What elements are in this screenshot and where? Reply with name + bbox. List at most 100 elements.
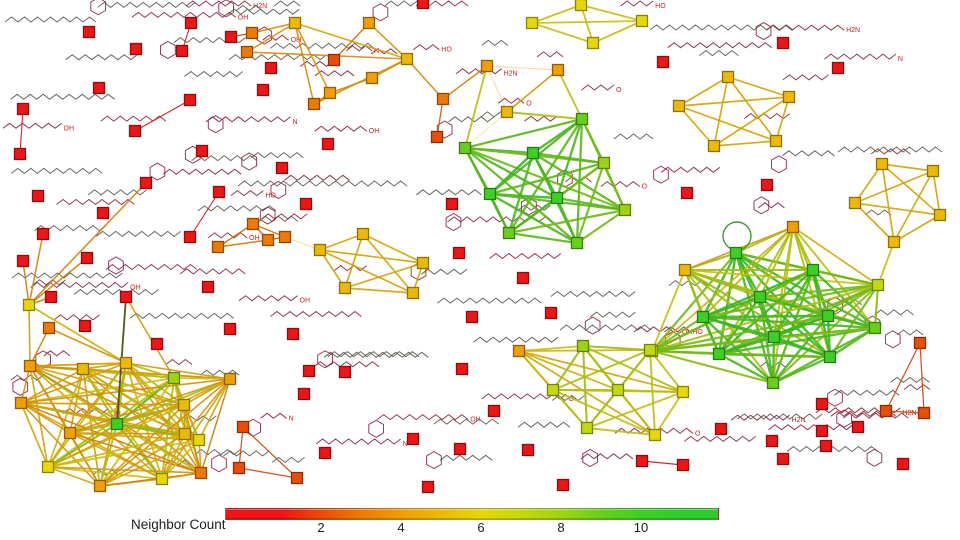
compound-node[interactable] [714,422,728,436]
compound-node[interactable] [365,71,379,85]
compound-node[interactable] [776,452,790,466]
compound-node[interactable] [297,387,311,401]
compound-node[interactable] [211,240,225,254]
compound-node[interactable] [155,472,169,486]
compound-node[interactable] [16,102,30,116]
compound-node[interactable] [290,471,304,485]
compound-node[interactable] [544,306,558,320]
compound-node[interactable] [707,139,721,153]
compound-node[interactable] [406,286,420,300]
compound-node[interactable] [128,124,142,138]
compound-node[interactable] [76,362,90,376]
compound-node[interactable] [551,63,565,77]
compound-node[interactable] [240,45,254,59]
compound-node[interactable] [875,157,889,171]
compound-node[interactable] [78,319,92,333]
compound-node[interactable] [676,385,690,399]
compound-node[interactable] [119,290,133,304]
compound-node[interactable] [232,461,246,475]
compound-node[interactable] [516,271,530,285]
compound-node[interactable] [184,16,198,30]
compound-node[interactable] [201,280,215,294]
compound-node[interactable] [635,14,649,28]
compound-node[interactable] [445,197,459,211]
compound-node[interactable] [696,310,710,324]
compound-node[interactable] [223,372,237,386]
compound-node[interactable] [299,197,313,211]
compound-node[interactable] [80,251,94,265]
compound-node[interactable] [288,16,302,30]
compound-node[interactable] [721,70,735,84]
compound-node[interactable] [400,52,414,66]
compound-node[interactable] [307,97,321,111]
compound-node[interactable] [421,480,435,494]
compound-node[interactable] [851,420,865,434]
compound-node[interactable] [245,26,259,40]
compound-node[interactable] [452,246,466,260]
compound-node[interactable] [177,398,191,412]
compound-node[interactable] [41,460,55,474]
compound-node[interactable] [416,256,430,270]
compound-node[interactable] [22,298,36,312]
compound-node[interactable] [453,442,467,456]
compound-node[interactable] [643,343,657,357]
compound-node[interactable] [575,112,589,126]
compound-node[interactable] [917,406,931,420]
compound-node[interactable] [302,364,316,378]
compound-node[interactable] [416,0,430,10]
compound-node[interactable] [286,327,300,341]
compound-node[interactable] [769,134,783,148]
compound-node[interactable] [597,156,611,170]
compound-node[interactable] [318,446,332,460]
compound-node[interactable] [786,220,800,234]
compound-node[interactable] [848,196,862,210]
compound-node[interactable] [512,344,526,358]
compound-node[interactable] [767,330,781,344]
compound-node[interactable] [580,421,594,435]
compound-node[interactable] [782,90,796,104]
compound-node[interactable] [635,454,649,468]
compound-node[interactable] [195,144,209,158]
compound-node[interactable] [139,176,153,190]
compound-node[interactable] [278,230,292,244]
compound-node[interactable] [550,191,564,205]
compound-node[interactable] [129,42,143,56]
compound-node[interactable] [819,439,833,453]
compound-node[interactable] [879,404,893,418]
compound-node[interactable] [611,383,625,397]
compound-node[interactable] [546,383,560,397]
compound-node[interactable] [765,434,779,448]
compound-node[interactable] [760,178,774,192]
compound-node[interactable] [656,55,670,69]
compound-node[interactable] [406,432,420,446]
compound-node[interactable] [362,16,376,30]
compound-node[interactable] [455,362,469,376]
compound-node[interactable] [150,337,164,351]
compound-node[interactable] [183,230,197,244]
compound-node[interactable] [356,227,370,241]
compound-node[interactable] [887,235,901,249]
compound-node[interactable] [458,141,472,155]
compound-node[interactable] [323,86,337,100]
compound-node[interactable] [926,164,940,178]
compound-node[interactable] [576,339,590,353]
compound-node[interactable] [178,427,192,441]
compound-node[interactable] [831,61,845,75]
compound-node[interactable] [119,356,133,370]
compound-node[interactable] [618,203,632,217]
compound-node[interactable] [338,281,352,295]
compound-node[interactable] [96,206,110,220]
compound-node[interactable] [487,404,501,418]
compound-node[interactable] [500,105,514,119]
compound-node[interactable] [23,359,37,373]
compound-node[interactable] [261,233,275,247]
compound-node[interactable] [93,479,107,493]
compound-node[interactable] [31,189,45,203]
compound-node[interactable] [806,263,820,277]
compound-node[interactable] [526,146,540,160]
compound-node[interactable] [175,44,189,58]
compound-node[interactable] [465,310,479,324]
compound-node[interactable] [672,99,686,113]
compound-node[interactable] [212,185,226,199]
compound-node[interactable] [913,336,927,350]
